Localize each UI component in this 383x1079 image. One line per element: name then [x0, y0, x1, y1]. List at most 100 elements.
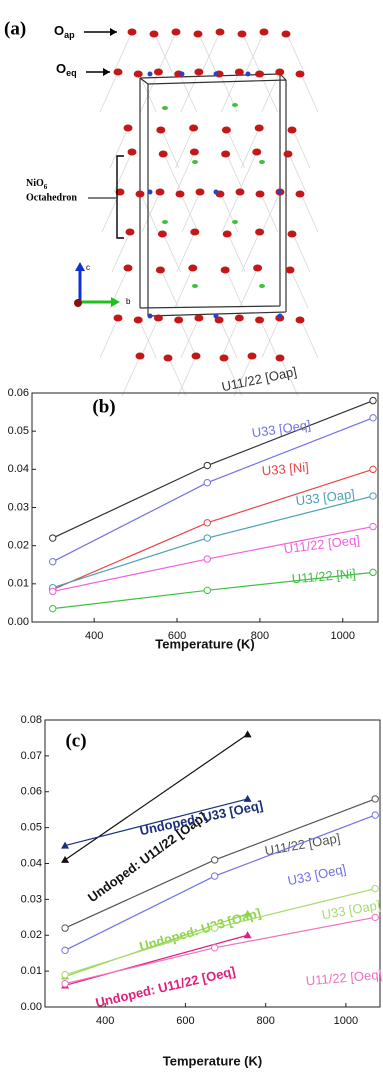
atom	[136, 191, 145, 198]
bond	[288, 152, 306, 192]
y-tick-label: 0.04	[8, 463, 29, 475]
atom	[222, 127, 231, 134]
atom	[255, 125, 264, 132]
x-tick-label: 800	[256, 1015, 274, 1027]
atom	[278, 314, 283, 319]
atom	[114, 315, 123, 322]
atom	[164, 355, 173, 362]
panel-label: (b)	[92, 396, 115, 417]
series-label: U11/22 [Oap]	[264, 830, 342, 858]
bond	[182, 192, 200, 232]
bond	[114, 32, 132, 72]
atom	[278, 190, 283, 195]
series-label: U33 [Ni]	[261, 459, 309, 478]
bond	[300, 72, 318, 112]
arrow-head	[103, 68, 110, 76]
o-eq-sub: eq	[66, 68, 77, 78]
atom	[190, 229, 199, 236]
marker	[50, 588, 56, 594]
marker	[61, 856, 69, 863]
marker	[244, 730, 252, 737]
atom	[255, 71, 264, 78]
atom	[282, 31, 291, 38]
bond	[181, 72, 199, 112]
atom	[260, 29, 269, 36]
x-tick-label: 400	[96, 1015, 114, 1027]
bond	[222, 192, 240, 232]
marker	[212, 945, 218, 951]
atom	[192, 284, 198, 288]
bond	[202, 32, 220, 72]
bond	[292, 232, 310, 272]
y-tick-label: 0.00	[8, 616, 29, 628]
bond	[100, 72, 118, 112]
bond	[168, 356, 186, 396]
atom	[235, 315, 244, 322]
nio6-main: NiO	[26, 178, 44, 189]
atom	[134, 71, 143, 78]
marker	[370, 493, 376, 499]
axis-b-label: b	[126, 297, 131, 306]
x-axis-title: Temperature (K)	[155, 636, 254, 651]
crystal-structure	[100, 29, 318, 397]
atom	[221, 267, 230, 274]
bond	[300, 318, 318, 358]
o-ap-label: Oap	[54, 23, 75, 40]
marker	[62, 925, 68, 931]
bond	[100, 318, 118, 358]
atom	[255, 317, 264, 324]
bond	[163, 152, 181, 192]
atom	[136, 353, 145, 360]
atom	[232, 103, 238, 107]
atom	[259, 284, 265, 288]
atom	[189, 125, 198, 132]
atom	[192, 353, 201, 360]
atom	[162, 220, 168, 224]
atom	[276, 355, 285, 362]
marker	[372, 885, 378, 891]
atom	[284, 151, 293, 158]
atom	[232, 220, 238, 224]
atom	[296, 191, 305, 198]
bond	[262, 72, 280, 112]
marker	[370, 523, 376, 529]
atom	[288, 231, 297, 238]
atom	[156, 267, 165, 274]
marker	[50, 605, 56, 611]
atom	[194, 69, 203, 76]
series-label: U11/22 [Oeq]	[283, 532, 361, 556]
marker	[204, 535, 210, 541]
atom	[158, 231, 167, 238]
atom	[188, 265, 197, 272]
bond	[180, 192, 198, 232]
marker	[370, 415, 376, 421]
x-axis-title: Temperature (K)	[163, 1053, 262, 1068]
bond	[140, 192, 158, 232]
marker	[204, 556, 210, 562]
y-tick-label: 0.01	[21, 965, 42, 977]
marker	[370, 466, 376, 472]
atom	[114, 69, 123, 76]
x-tick-label: 1000	[334, 1015, 358, 1027]
bond	[225, 268, 243, 308]
x-tick-label: 1000	[331, 630, 355, 642]
atom	[286, 267, 295, 274]
marker	[204, 520, 210, 526]
y-tick-label: 0.06	[21, 786, 42, 798]
bond	[160, 268, 178, 308]
bond	[262, 318, 280, 358]
atom	[246, 72, 251, 77]
atom	[154, 69, 163, 76]
series-label: U11/22 [Oeq]	[305, 967, 382, 989]
marker	[62, 980, 68, 986]
o-ap-main: O	[54, 23, 64, 38]
bond	[176, 152, 194, 192]
atom	[156, 189, 165, 196]
panel-label: (c)	[65, 730, 86, 751]
atom	[174, 317, 183, 324]
atom	[214, 72, 219, 77]
bond	[290, 268, 308, 308]
marker	[50, 535, 56, 541]
nio6-line2: Octahedron	[26, 192, 77, 203]
o-ap-sub: ap	[64, 30, 75, 40]
